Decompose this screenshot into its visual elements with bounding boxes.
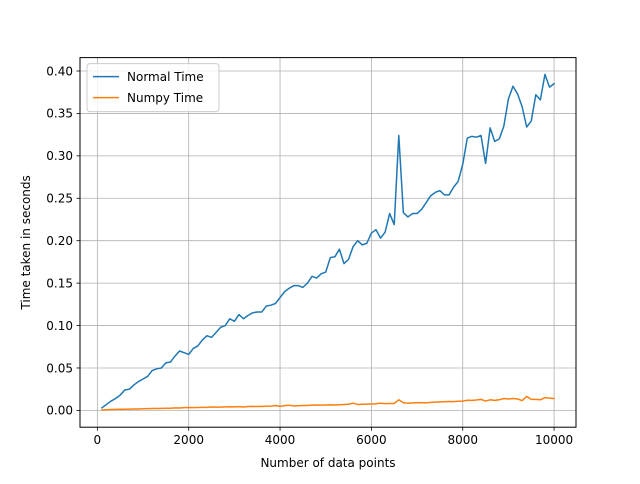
y-axis: 0.00 0.05 0.10 0.15 0.20 0.25 0.30 0.35 0.40 [46, 64, 80, 418]
x-tick-label: 0 [94, 433, 102, 447]
y-tick-label: 0.05 [46, 361, 73, 375]
series-line-2 [101, 395, 555, 411]
x-tick-label: 6000 [356, 433, 387, 447]
y-tick-label: 0.30 [46, 149, 73, 163]
x-tick-label: 10000 [535, 433, 573, 447]
series-line-1 [100, 73, 556, 409]
x-tick-label: 4000 [265, 433, 296, 447]
y-tick-label: 0.35 [46, 107, 73, 121]
x-tick-label: 8000 [447, 433, 478, 447]
legend: Normal Time Numpy Time [86, 63, 220, 113]
x-axis-label: Number of data points [260, 456, 395, 470]
plot-frame [79, 57, 577, 428]
y-tick-label: 0.10 [46, 319, 73, 333]
legend-label: Numpy Time [127, 91, 203, 105]
y-tick-label: 0.20 [46, 234, 73, 248]
x-axis: 0 2000 4000 6000 8000 10000 [94, 427, 573, 447]
legend-box [86, 63, 220, 113]
y-tick-label: 0.00 [46, 404, 73, 418]
legend-label: Normal Time [127, 70, 204, 84]
y-tick-label: 0.15 [46, 276, 73, 290]
y-tick-label: 0.25 [46, 192, 73, 206]
y-axis-label: Time taken in seconds [19, 175, 33, 310]
grid-lines [80, 57, 576, 428]
x-tick-label: 2000 [173, 433, 204, 447]
series-lines [100, 73, 556, 411]
y-tick-label: 0.40 [46, 64, 73, 78]
